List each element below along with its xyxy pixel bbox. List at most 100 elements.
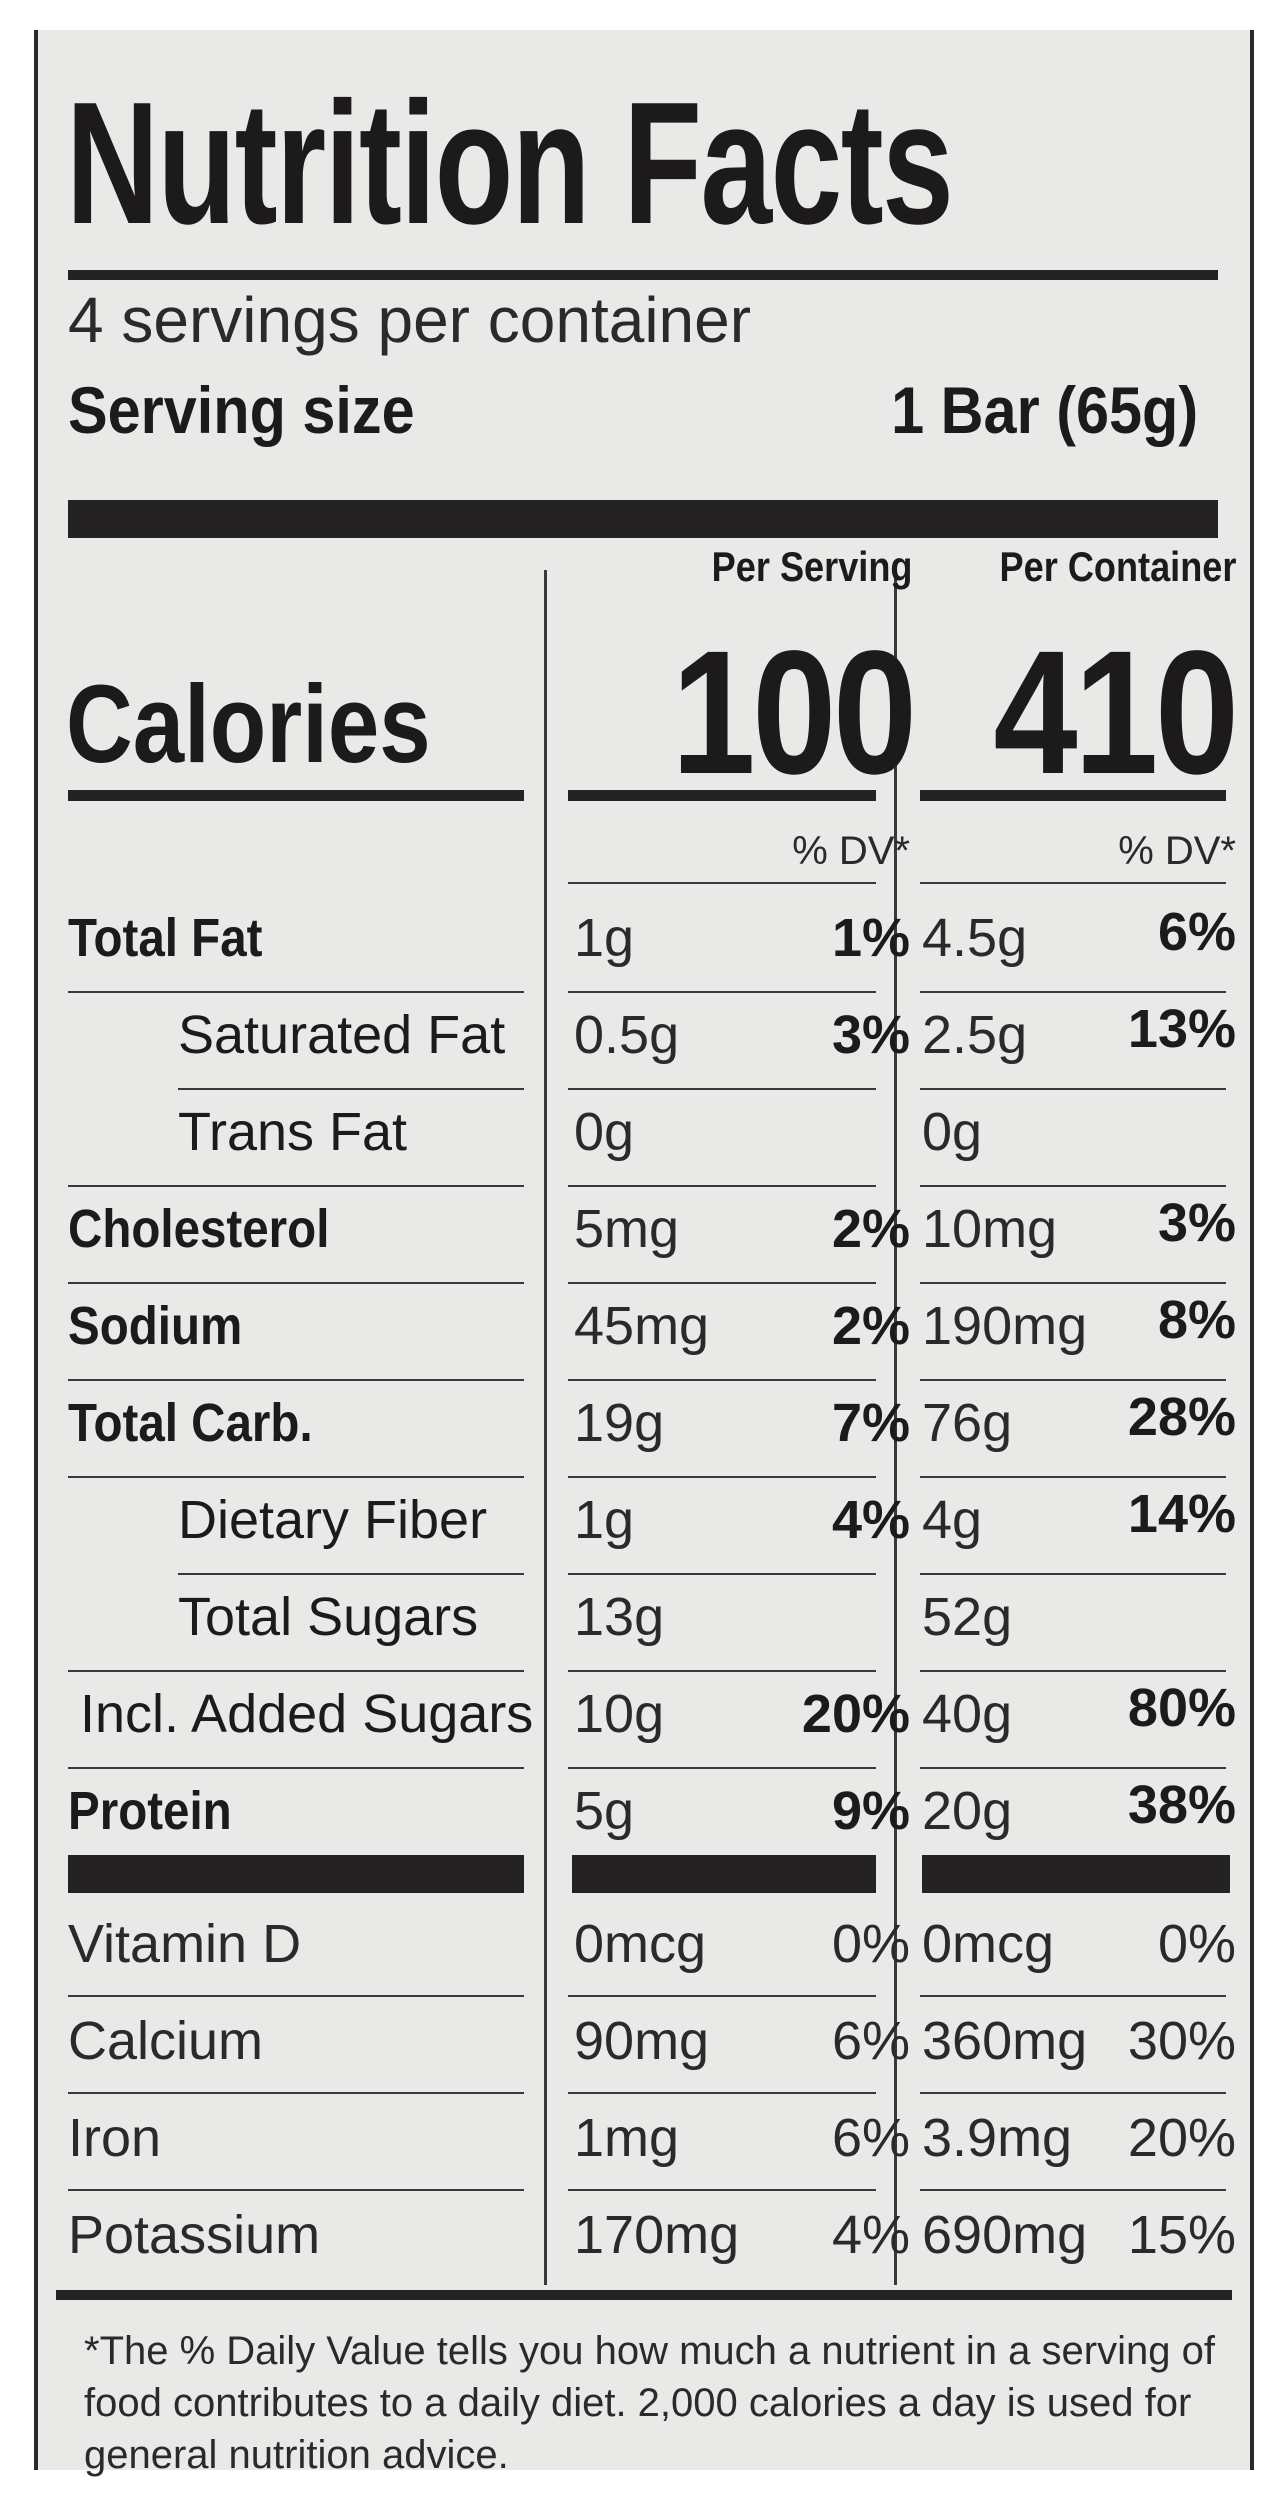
serving-dv: 2%	[831, 1296, 910, 1356]
row-rule-container	[920, 1185, 1226, 1187]
row-rule-serving	[568, 1573, 876, 1575]
serving-amount: 0.5g	[574, 1005, 680, 1065]
servings-per-container: 4 servings per container	[68, 284, 752, 356]
vitamins-thick-bar-serving	[572, 1855, 876, 1893]
vitamin-label: Potassium	[68, 2205, 321, 2265]
row-rule-label	[68, 1282, 524, 1284]
container-dv: 3%	[1157, 1193, 1236, 1253]
nutrition-facts-panel: Nutrition Facts 4 servings per container…	[34, 30, 1254, 2477]
nutrient-label: Total Sugars	[178, 1587, 479, 1647]
serving-amount: 45mg	[574, 1296, 710, 1356]
row-rule-container	[920, 1379, 1226, 1381]
container-dv: 80%	[1127, 1678, 1236, 1738]
vitamin-label: Vitamin D	[68, 1914, 302, 1974]
container-amount: 40g	[922, 1684, 1013, 1744]
vitamin-container-amount: 690mg	[922, 2205, 1088, 2265]
calories-per-container: 410	[993, 615, 1240, 811]
row-rule-container	[920, 1282, 1226, 1284]
vitamin-rule-label	[68, 2092, 524, 2094]
serving-amount: 0g	[574, 1102, 635, 1162]
container-amount: 0g	[922, 1102, 983, 1162]
container-dv: 38%	[1127, 1775, 1236, 1835]
serving-amount: 1g	[574, 1490, 635, 1550]
row-rule-serving	[568, 1185, 876, 1187]
row-rule-container	[920, 991, 1226, 993]
vitamin-rule-serving	[568, 2092, 876, 2094]
column-divider-right	[894, 570, 897, 2285]
row-rule-serving	[568, 991, 876, 993]
row-rule-serving	[568, 1088, 876, 1090]
container-amount: 20g	[922, 1781, 1013, 1841]
vitamin-container-amount: 0mcg	[922, 1914, 1055, 1974]
container-amount: 190mg	[922, 1296, 1088, 1356]
container-amount: 4g	[922, 1490, 983, 1550]
container-amount: 10mg	[922, 1199, 1058, 1259]
row-rule-serving	[568, 1670, 876, 1672]
nutrient-label: Incl. Added Sugars	[80, 1684, 534, 1744]
serving-amount: 1g	[574, 908, 635, 968]
row-rule-label	[68, 1379, 524, 1381]
vitamin-container-amount: 360mg	[922, 2011, 1088, 2071]
nutrient-label: Sodium	[68, 1296, 243, 1356]
footnote: *The % Daily Value tells you how much a …	[84, 2329, 1215, 2477]
vitamin-serving-amount: 0mcg	[574, 1914, 707, 1974]
vitamin-serving-amount: 170mg	[574, 2205, 740, 2265]
serving-dv: 2%	[831, 1199, 910, 1259]
serving-dv: 7%	[831, 1393, 910, 1453]
container-dv: 14%	[1127, 1484, 1236, 1544]
vitamin-serving-dv: 6%	[831, 2011, 910, 2071]
nutrient-label: Total Carb.	[68, 1393, 313, 1453]
vitamin-serving-dv: 4%	[831, 2205, 910, 2265]
serving-size-thick-bar	[68, 500, 1218, 538]
nutrient-label: Trans Fat	[178, 1102, 408, 1162]
serving-dv: 9%	[831, 1781, 910, 1841]
row-rule-label	[68, 1670, 524, 1672]
container-amount: 2.5g	[922, 1005, 1028, 1065]
dv-heading-serving: % DV*	[792, 829, 910, 873]
per-container-heading: Per Container	[999, 543, 1236, 590]
vitamin-serving-amount: 1mg	[574, 2108, 680, 2168]
vitamin-rule-serving	[568, 1995, 876, 1997]
calories-label: Calories	[66, 663, 431, 786]
calories-rule-container	[920, 790, 1226, 801]
container-amount: 52g	[922, 1587, 1013, 1647]
nutrient-label: Protein	[68, 1781, 232, 1841]
calories-per-serving: 100	[671, 615, 918, 811]
vitamin-rule-container	[920, 2092, 1226, 2094]
nutrient-label: Saturated Fat	[178, 1005, 506, 1065]
container-amount: 4.5g	[922, 908, 1028, 968]
vitamin-container-dv: 15%	[1127, 2205, 1236, 2265]
vitamin-rule-serving	[568, 2189, 876, 2191]
serving-size-label: Serving size	[68, 373, 415, 447]
row-rule-label	[68, 1476, 524, 1478]
calories-rule-serving	[568, 790, 876, 801]
vitamin-container-dv: 0%	[1157, 1914, 1236, 1974]
vitamin-label: Iron	[68, 2108, 162, 2168]
serving-amount: 5g	[574, 1781, 635, 1841]
serving-dv: 4%	[831, 1490, 910, 1550]
serving-amount: 19g	[574, 1393, 665, 1453]
vitamin-container-amount: 3.9mg	[922, 2108, 1073, 2168]
row-rule-serving	[568, 1282, 876, 1284]
vitamins-thick-bar-container	[922, 1855, 1230, 1893]
serving-amount: 10g	[574, 1684, 665, 1744]
label-title: Nutrition Facts	[66, 65, 954, 260]
serving-amount: 5mg	[574, 1199, 680, 1259]
row-rule-container	[920, 1476, 1226, 1478]
serving-dv: 3%	[831, 1005, 910, 1065]
title-divider	[68, 270, 1218, 280]
row-rule-label	[68, 991, 524, 993]
row-rule-label	[68, 1767, 524, 1769]
dv-heading-rule-serving	[568, 882, 876, 884]
row-rule-container	[920, 1088, 1226, 1090]
row-rule-serving	[568, 1476, 876, 1478]
vitamin-label: Calcium	[68, 2011, 264, 2071]
nutrient-label: Cholesterol	[68, 1199, 330, 1259]
row-rule-container	[920, 1670, 1226, 1672]
serving-dv: 20%	[801, 1684, 910, 1744]
footnote-divider	[56, 2290, 1232, 2300]
column-divider-left	[544, 570, 547, 2285]
calories-rule-label	[68, 790, 524, 801]
vitamin-serving-dv: 6%	[831, 2108, 910, 2168]
container-dv: 6%	[1157, 902, 1236, 962]
